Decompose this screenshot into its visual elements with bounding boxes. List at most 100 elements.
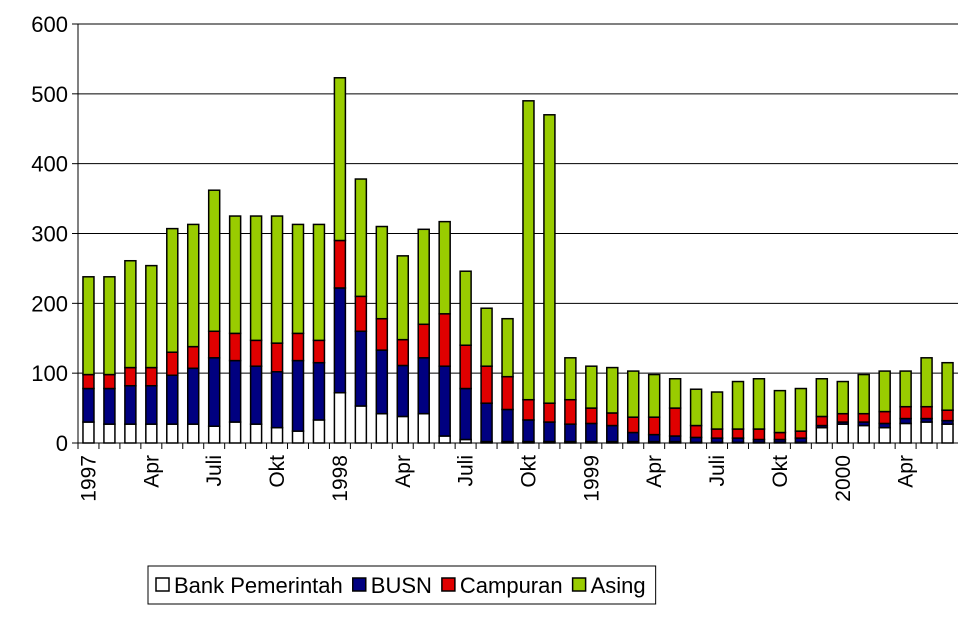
- y-tick-label: 0: [56, 431, 68, 456]
- bar-segment: [626, 370, 640, 418]
- bar-segment: [270, 371, 284, 429]
- bar-segment: [899, 405, 912, 420]
- bar-segment: [899, 370, 912, 408]
- legend-box: [147, 565, 657, 605]
- bar-segment: [731, 428, 745, 439]
- bar-segment: [82, 421, 95, 444]
- bar-segment: [333, 391, 347, 444]
- legend-label: BUSN: [371, 573, 432, 598]
- bar-segment: [606, 412, 619, 427]
- bar-segment: [186, 367, 200, 425]
- bar-segment: [501, 317, 514, 378]
- bar-segment: [312, 339, 326, 364]
- x-tick-label: 1998: [329, 455, 352, 502]
- bar-segment: [501, 408, 514, 443]
- bar-segment: [878, 410, 891, 425]
- bar-segment: [752, 378, 766, 430]
- bar-segment: [186, 345, 200, 370]
- bar-segment: [333, 239, 347, 289]
- bar-segment: [857, 373, 870, 415]
- bar-segment: [417, 323, 430, 359]
- bar-segment: [291, 332, 305, 362]
- bar-segment: [145, 384, 158, 425]
- bar-segment: [480, 307, 493, 367]
- bar-segment: [354, 405, 368, 444]
- x-tick-label: Okt: [517, 455, 540, 488]
- bar-segment: [166, 374, 179, 425]
- bar-segment: [312, 419, 326, 444]
- bar-segment: [396, 338, 410, 367]
- bar-segment: [249, 215, 263, 342]
- bar-segment: [815, 378, 829, 418]
- bar-segment: [647, 433, 661, 443]
- bar-segment: [794, 430, 808, 439]
- bar-segment: [647, 373, 661, 418]
- bar-segment: [124, 259, 137, 369]
- y-tick-label: 400: [31, 152, 68, 177]
- bar-segment: [354, 178, 368, 298]
- bar-segment: [459, 387, 472, 441]
- bar-segment: [417, 412, 430, 444]
- bar-segment: [920, 357, 933, 408]
- x-tick-label: Juli: [203, 455, 226, 487]
- bar-segment: [354, 330, 368, 407]
- bar-segment: [857, 424, 870, 444]
- bar-segment: [626, 431, 640, 443]
- bar-segment: [647, 416, 661, 436]
- bar-segment: [501, 375, 514, 411]
- bar-segment: [249, 365, 263, 425]
- bar-segment: [668, 407, 682, 437]
- bar-segment: [941, 423, 954, 444]
- bar-segment: [228, 215, 242, 335]
- bar-segment: [103, 387, 116, 425]
- bar-segment: [668, 378, 682, 409]
- bar-segment: [333, 77, 347, 242]
- bar-segment: [773, 431, 787, 441]
- legend-label: Bank Pemerintah: [174, 573, 343, 598]
- legend-swatch: [155, 577, 170, 592]
- bar-segment: [857, 412, 870, 423]
- bar-segment: [438, 313, 451, 367]
- bar-segment: [543, 421, 556, 443]
- y-tick-label: 100: [31, 361, 68, 386]
- bar-segment: [103, 373, 116, 390]
- bar-segment: [82, 373, 95, 390]
- bar-segment: [752, 428, 766, 441]
- legend-swatch: [441, 577, 456, 592]
- bar-segment: [124, 384, 137, 425]
- bar-segment: [166, 423, 179, 444]
- bar-segment: [689, 388, 703, 427]
- legend-swatch: [571, 577, 587, 592]
- bar-segment: [585, 407, 598, 425]
- bar-segment: [941, 409, 954, 422]
- bar-segment: [522, 419, 535, 443]
- bar-segment: [207, 357, 221, 427]
- bar-segment: [522, 398, 535, 421]
- bar-segment: [166, 351, 179, 377]
- bar-segment: [228, 359, 242, 423]
- bar-segment: [354, 295, 368, 333]
- bar-segment: [291, 359, 305, 432]
- x-tick-label: 1999: [580, 455, 603, 502]
- bar-segment: [710, 391, 724, 430]
- bar-segment: [417, 357, 430, 415]
- bar-segment: [836, 423, 850, 444]
- bar-segment: [459, 344, 472, 390]
- bar-segment: [249, 423, 263, 444]
- bar-segment: [920, 421, 933, 444]
- bar-segment: [207, 425, 221, 444]
- bar-segment: [836, 380, 850, 415]
- bar-segment: [312, 223, 326, 342]
- bar-segment: [145, 366, 158, 387]
- bar-segment: [438, 435, 451, 444]
- y-tick-label: 300: [31, 222, 68, 247]
- bar-segment: [606, 366, 619, 414]
- x-tick-label: 2000: [832, 455, 855, 502]
- x-tick-label: Apr: [392, 455, 415, 488]
- bar-segment: [606, 424, 619, 443]
- bar-segment: [522, 100, 535, 401]
- bar-segment: [124, 366, 137, 387]
- bar-segment: [731, 380, 745, 430]
- legend-label: Asing: [591, 573, 646, 598]
